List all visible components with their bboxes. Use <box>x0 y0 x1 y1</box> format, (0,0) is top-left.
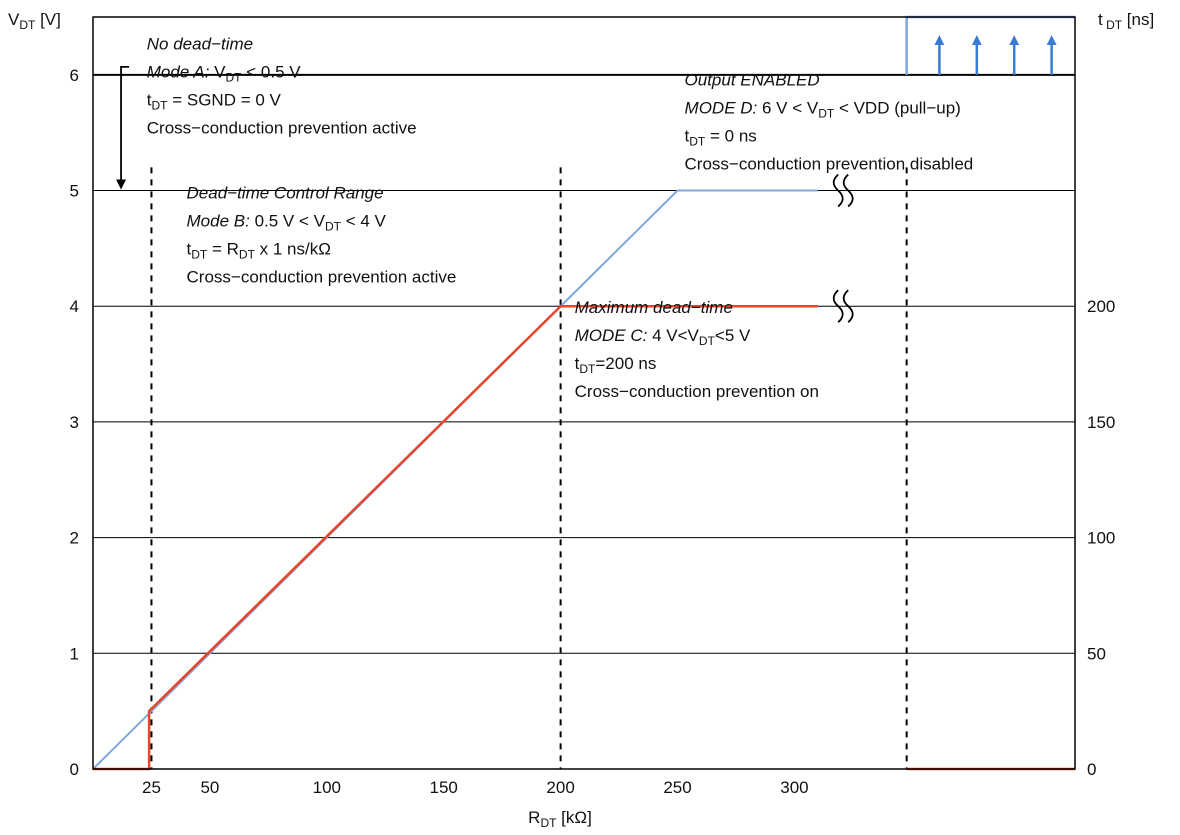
axis-labels-layer: RDT [kΩ] VDT [V] t DT [ns] <box>8 10 1154 830</box>
y-left-tick-label-4: 4 <box>70 297 79 316</box>
axis-break-mark-2a <box>832 289 844 323</box>
tick-labels-layer: 25 50 100 150 200 250 300 0 1 2 3 4 5 6 0 50 100 150 200 <box>70 66 1116 797</box>
annotation-1-line-2: Mode A: VDT < 0.5 V <box>147 62 301 84</box>
annotation-2-line-2: Mode B: 0.5 V < VDT < 4 V <box>187 212 387 234</box>
x-tick-label-200: 200 <box>546 778 574 797</box>
axis-break-mark-1b <box>842 173 854 208</box>
annotation-3-line-2: MODE C: 4 V<VDT<5 V <box>575 326 751 348</box>
axis-break-mark-2b <box>842 289 854 323</box>
annotation-1-line-1: No dead−time <box>147 34 253 53</box>
markers-layer <box>116 35 1057 323</box>
grid-layer <box>93 73 1075 654</box>
x-tick-label-100: 100 <box>313 778 341 797</box>
y-left-axis-label: VDT [V] <box>8 10 61 32</box>
y-left-tick-label-0: 0 <box>70 760 79 779</box>
annotation-4-line-3: tDT = 0 ns <box>685 126 757 148</box>
annotations-layer: No dead−time Mode A: VDT < 0.5 V tDT = SGN… <box>147 34 973 401</box>
annotation-4-line-4: Cross−conduction prevention disabled <box>685 154 974 173</box>
plot-frame <box>92 16 1076 770</box>
y-left-tick-label-5: 5 <box>70 182 79 201</box>
annotation-3-line-1: Maximum dead−time <box>575 298 733 317</box>
axis-break-mark-1a <box>832 173 844 208</box>
y-right-tick-label-100: 100 <box>1087 529 1115 548</box>
annotation-3-line-3: tDT=200 ns <box>575 354 657 376</box>
annotation-1-line-4: Cross−conduction prevention active <box>147 118 417 137</box>
annotation-2-line-4: Cross−conduction prevention active <box>187 268 457 287</box>
y-right-tick-label-150: 150 <box>1087 413 1115 432</box>
y-right-axis-label: t DT [ns] <box>1098 10 1154 32</box>
y-right-tick-label-200: 200 <box>1087 297 1115 316</box>
annotation-3-line-4: Cross−conduction prevention on <box>575 382 819 401</box>
annotation-2-line-1: Dead−time Control Range <box>187 184 384 203</box>
annotation-4-line-2: MODE D: 6 V < VDT < VDD (pull−up) <box>685 98 961 120</box>
annotation-1-line-3: tDT = SGND = 0 V <box>147 90 282 112</box>
annotation-2-line-3: tDT = RDT x 1 ns/kΩ <box>187 240 331 262</box>
y-left-tick-label-2: 2 <box>70 529 79 548</box>
y-left-tick-label-6: 6 <box>70 66 79 85</box>
y-left-tick-label-3: 3 <box>70 413 79 432</box>
mode-a-arrow <box>116 65 130 190</box>
y-right-tick-label-0: 0 <box>1087 760 1096 779</box>
x-tick-label-300: 300 <box>780 778 808 797</box>
y-right-tick-label-50: 50 <box>1087 644 1106 663</box>
x-tick-label-150: 150 <box>430 778 458 797</box>
y-left-tick-label-1: 1 <box>70 644 79 663</box>
annotation-4-line-1: Output ENABLED <box>685 70 820 89</box>
series-line-vdt-enabled-step <box>905 15 1075 75</box>
x-tick-label-250: 250 <box>663 778 691 797</box>
dashed-vlines-layer <box>150 167 908 769</box>
x-axis-label: RDT [kΩ] <box>528 808 592 830</box>
x-tick-label-25: 25 <box>142 778 161 797</box>
x-tick-label-50: 50 <box>200 778 219 797</box>
